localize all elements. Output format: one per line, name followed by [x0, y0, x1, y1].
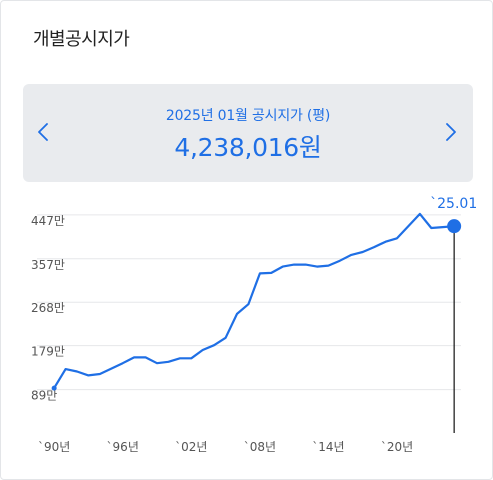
x-tick-label: `20년	[381, 440, 413, 454]
y-tick-label: 357만	[31, 258, 65, 272]
y-tick-label: 268만	[31, 301, 65, 315]
series-line	[53, 212, 456, 390]
series-start-point	[51, 385, 57, 391]
x-tick-label: `90년	[38, 440, 70, 454]
x-tick-label: `14년	[312, 440, 344, 454]
y-tick-label: 89만	[31, 389, 57, 403]
y-tick-label: 179만	[31, 345, 65, 359]
chevron-right-icon	[446, 123, 456, 141]
price-value: 4,238,016원	[174, 133, 322, 162]
next-period-button[interactable]	[437, 118, 465, 146]
y-tick-label: 447만	[31, 214, 65, 228]
chevron-left-icon	[38, 123, 48, 141]
highlight-label: `25.01	[430, 196, 477, 212]
period-label: 2025년 01월 공시지가 (평)	[165, 108, 331, 124]
x-tick-label: `96년	[107, 440, 139, 454]
card-title: 개별공시지가	[33, 29, 130, 50]
price-history-chart[interactable]: 89만 179만 268만 357만 447만 `90년 `96년 `02년 `08년 `14년 `…	[1, 187, 493, 477]
x-tick-label: `08년	[244, 440, 276, 454]
x-tick-label: `02년	[175, 440, 207, 454]
price-summary-panel: 2025년 01월 공시지가 (평) 4,238,016원	[23, 84, 473, 182]
prev-period-button[interactable]	[29, 118, 57, 146]
highlight-point	[447, 219, 462, 234]
